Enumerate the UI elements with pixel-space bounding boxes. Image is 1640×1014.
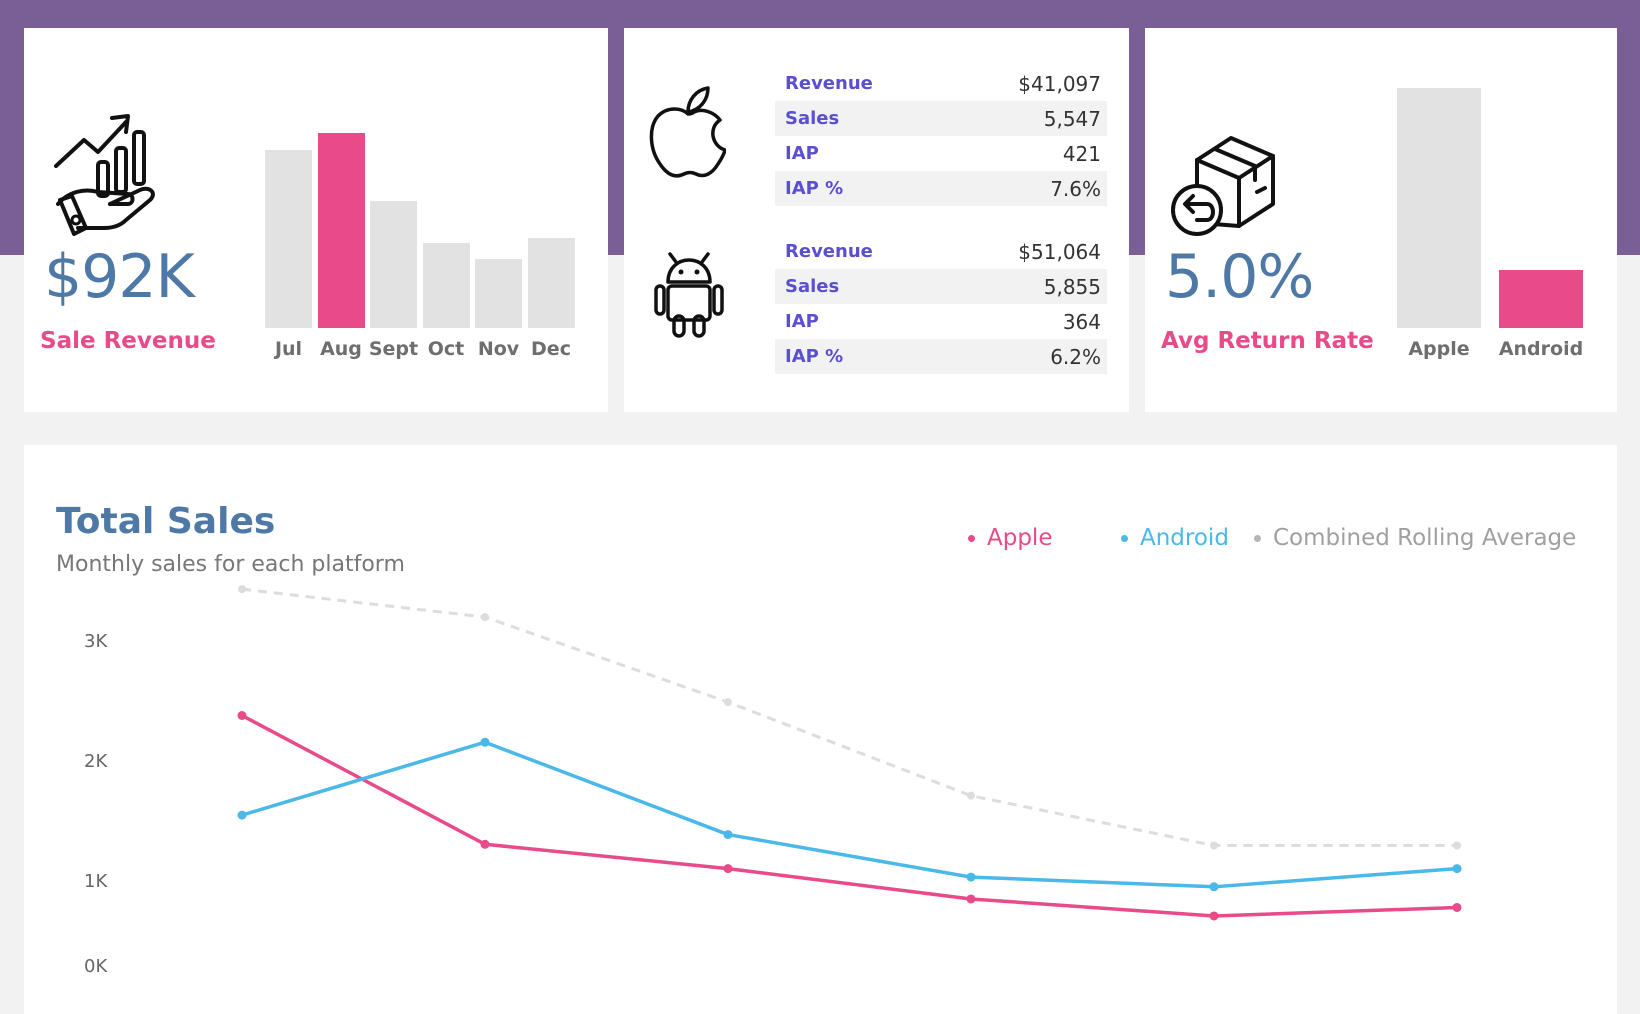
y-tick-label: 0K: [84, 956, 108, 977]
revenue-value: $92K: [44, 242, 195, 312]
chart-title: Total Sales: [56, 501, 276, 542]
stat-value: $51,064: [1018, 239, 1101, 264]
series-line-android: [241, 740, 1458, 889]
stat-row-revenue: Revenue $41,097: [775, 66, 1107, 101]
stat-row-sales: Sales 5,855: [775, 269, 1107, 304]
total-sales-line-chart: [237, 585, 1462, 921]
legend-dot-icon: [968, 534, 975, 542]
stat-value: $41,097: [1018, 71, 1101, 96]
legend-dot-icon: [1121, 534, 1128, 542]
stat-row-iap-percent: IAP % 6.2%: [775, 339, 1107, 374]
bar-tick-label: Sept: [368, 338, 419, 360]
stat-label: Sales: [785, 108, 840, 129]
legend-item-rolling-average: Combined Rolling Average: [1254, 525, 1576, 551]
stat-label: IAP: [785, 311, 819, 332]
data-point[interactable]: [480, 737, 490, 747]
data-point[interactable]: [1209, 882, 1219, 892]
legend-label: Apple: [987, 525, 1053, 551]
stat-label: IAP: [785, 143, 819, 164]
bar-tick-label: Dec: [531, 338, 571, 360]
data-point[interactable]: [480, 839, 490, 849]
y-tick-label: 3K: [84, 631, 108, 652]
android-stats-table: Revenue $51,064 Sales 5,855 IAP 364 IAP …: [775, 234, 1107, 374]
legend-dot-icon: [1254, 534, 1261, 542]
y-tick-label: 2K: [84, 751, 108, 772]
bar-jul: [265, 149, 312, 328]
bar-sept: [370, 200, 417, 328]
legend-label: Combined Rolling Average: [1273, 525, 1577, 551]
bar-aug: [317, 133, 365, 328]
total-sales-card: Total Sales Monthly sales for each platf…: [24, 445, 1617, 1014]
apple-icon: [648, 84, 727, 186]
data-point[interactable]: [1452, 864, 1462, 874]
return-rate-card: 5.0% Avg Return Rate Apple Android: [1145, 28, 1617, 412]
bar-tick-label: Oct: [427, 338, 465, 360]
data-point[interactable]: [723, 830, 733, 840]
stat-value: 5,855: [1043, 274, 1101, 299]
data-point[interactable]: [1209, 911, 1219, 921]
data-point[interactable]: [1453, 841, 1461, 850]
bar-tick-label: Apple: [1408, 338, 1470, 360]
series-line-combined-rolling-average: [241, 587, 1457, 847]
return-rate-value: 5.0%: [1165, 242, 1314, 312]
data-point[interactable]: [966, 872, 976, 882]
stat-value: 5,547: [1043, 106, 1101, 131]
data-point[interactable]: [724, 698, 732, 707]
data-point[interactable]: [967, 791, 975, 800]
chart-subtitle: Monthly sales for each platform: [56, 552, 405, 577]
legend-label: Android: [1140, 525, 1229, 551]
bar-oct: [422, 243, 470, 328]
apple-stats-table: Revenue $41,097 Sales 5,547 IAP 421 IAP …: [775, 66, 1107, 206]
stat-label: Revenue: [785, 73, 873, 94]
legend-item-apple: Apple: [968, 525, 1052, 551]
stat-label: IAP %: [785, 178, 844, 199]
stat-label: Revenue: [785, 241, 873, 262]
data-point[interactable]: [238, 585, 246, 594]
stat-value: 6.2%: [1050, 344, 1101, 369]
stat-value: 7.6%: [1050, 176, 1101, 201]
bar-tick-label: Android: [1498, 338, 1584, 360]
data-point[interactable]: [1210, 841, 1218, 850]
package-return-icon: [1169, 134, 1279, 242]
stat-value: 364: [1062, 309, 1101, 334]
bar-tick-label: Aug: [320, 338, 362, 360]
android-icon: [654, 252, 724, 344]
y-tick-label: 1K: [84, 871, 108, 892]
stat-row-iap-percent: IAP % 7.6%: [775, 171, 1107, 206]
data-point[interactable]: [966, 894, 976, 904]
stat-label: Sales: [785, 276, 840, 297]
stat-row-iap: IAP 364: [775, 304, 1107, 339]
stat-label: IAP %: [785, 346, 844, 367]
data-point[interactable]: [237, 710, 247, 720]
growth-hand-icon: [54, 112, 166, 240]
data-point[interactable]: [237, 810, 247, 820]
sale-revenue-card: $92K Sale Revenue Jul Aug Sept Oct Nov Dec: [24, 28, 608, 412]
bar-dec: [527, 238, 575, 328]
bar-nov: [475, 259, 522, 328]
bar-apple: [1397, 88, 1481, 328]
bar-tick-label: Nov: [477, 338, 520, 360]
bar-tick-label: Jul: [274, 338, 303, 360]
bar-android: [1499, 269, 1583, 328]
data-point[interactable]: [723, 864, 733, 874]
stat-row-revenue: Revenue $51,064: [775, 234, 1107, 269]
series-line-apple: [241, 713, 1458, 918]
data-point[interactable]: [481, 613, 489, 622]
data-point[interactable]: [1452, 902, 1462, 912]
legend-item-android: Android: [1121, 525, 1229, 551]
revenue-label: Sale Revenue: [40, 328, 216, 354]
stat-value: 421: [1062, 141, 1101, 166]
return-rate-label: Avg Return Rate: [1161, 328, 1374, 354]
stat-row-sales: Sales 5,547: [775, 101, 1107, 136]
stat-row-iap: IAP 421: [775, 136, 1107, 171]
